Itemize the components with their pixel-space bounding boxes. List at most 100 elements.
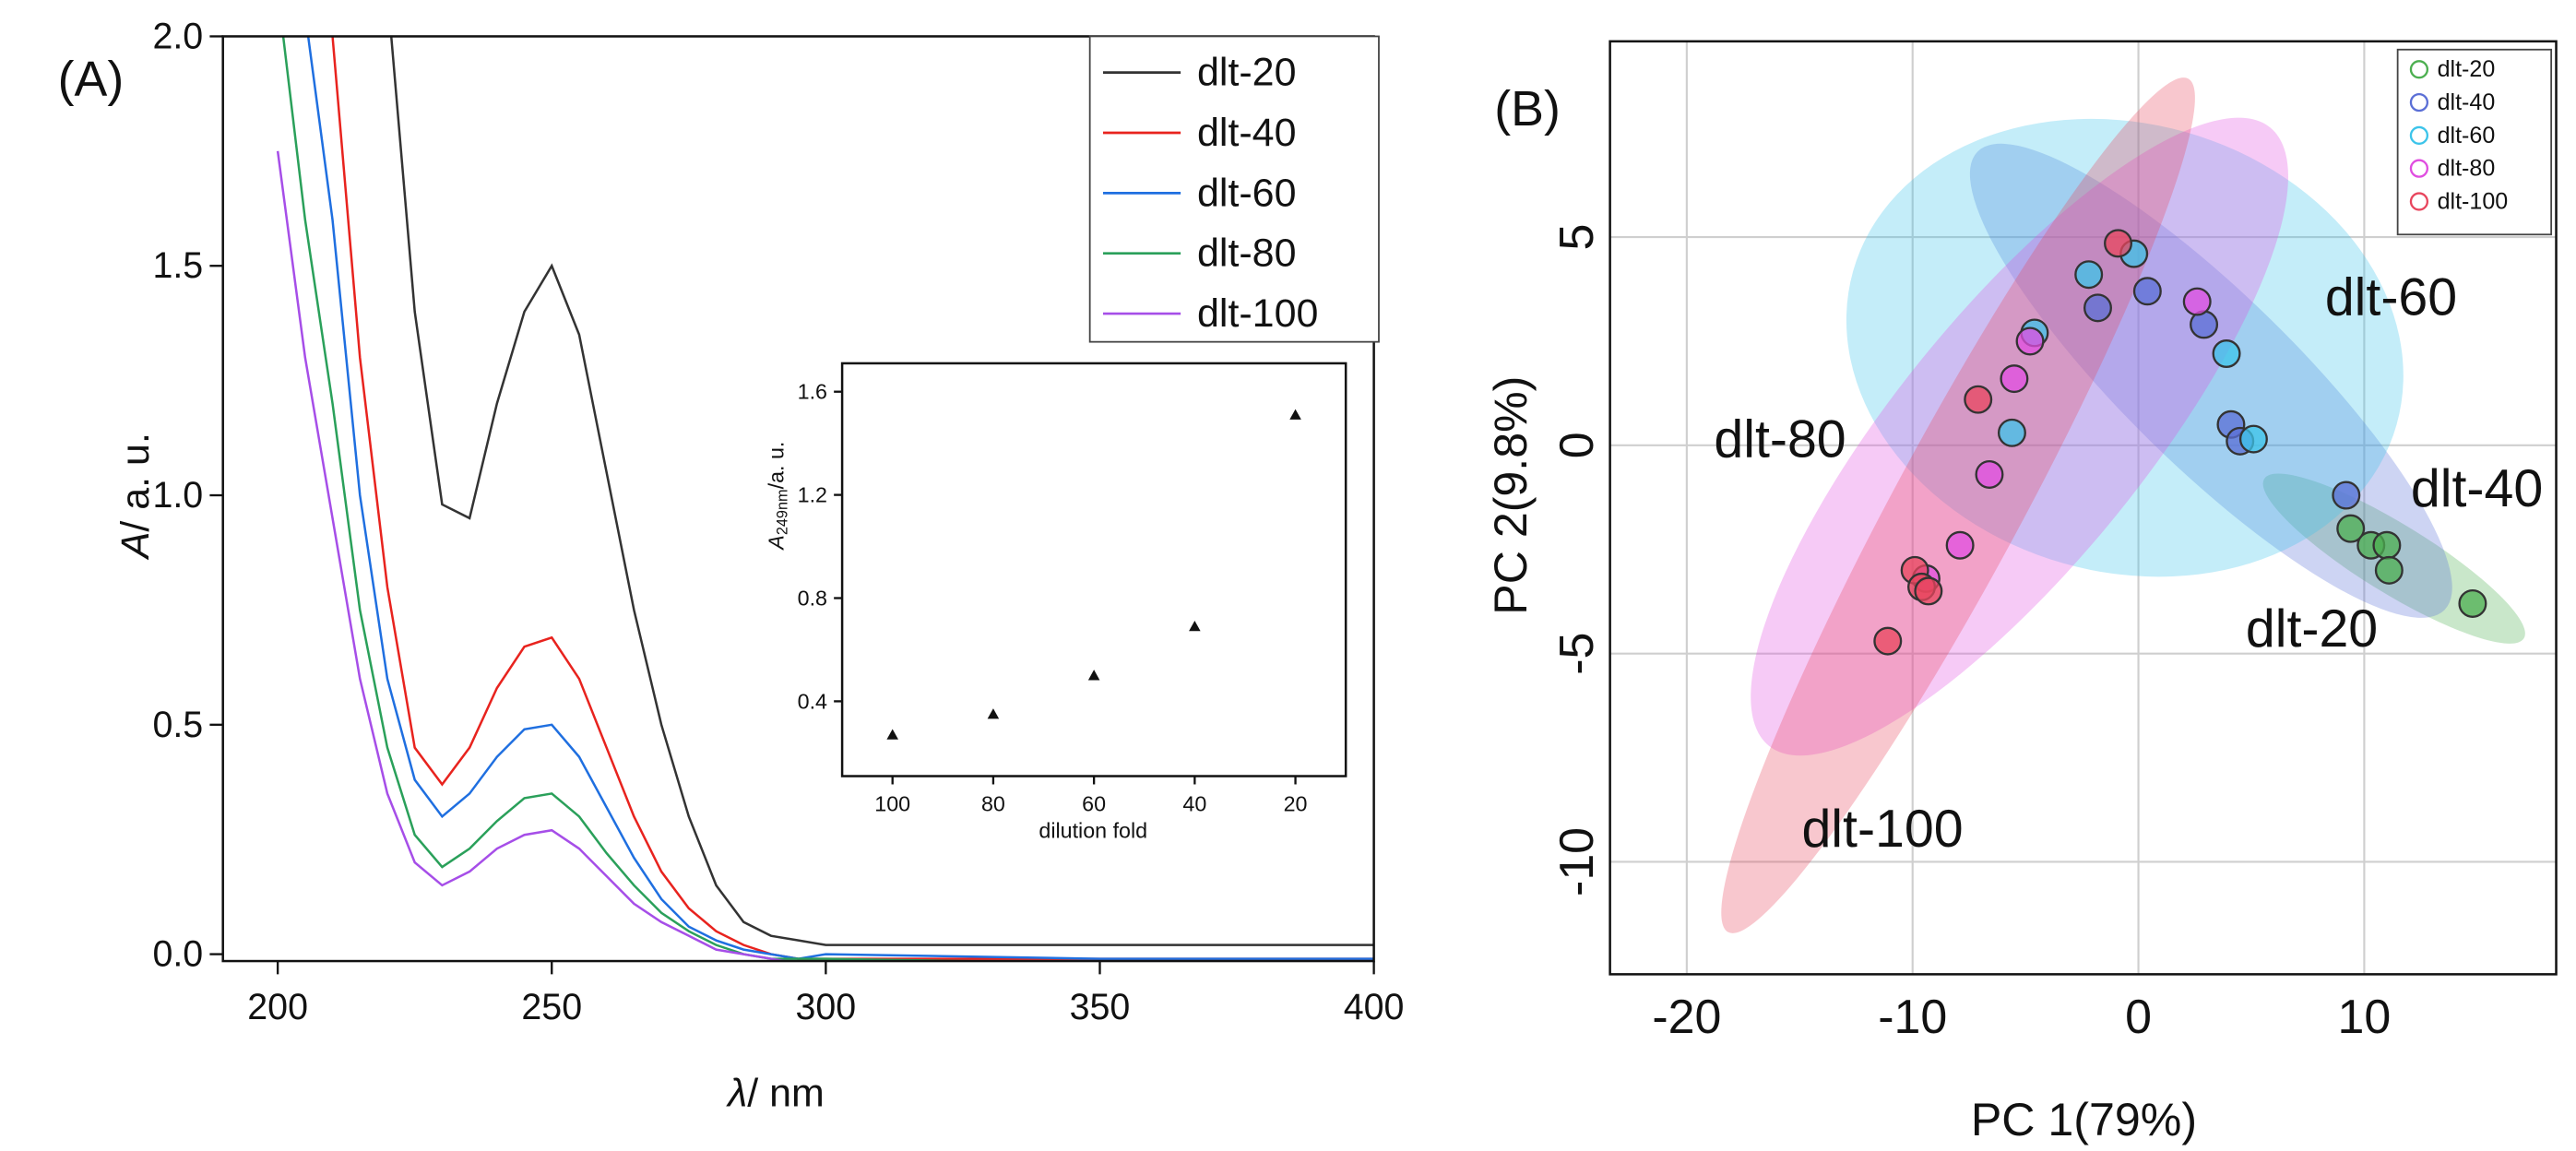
axis-label: λ/ nm [726, 1071, 825, 1115]
y-tick-label: 1.5 [152, 245, 203, 286]
axis-label-symbol: A [113, 532, 158, 562]
point [2083, 293, 2112, 323]
x-tick-label: 40 [1182, 791, 1206, 815]
point [2000, 364, 2029, 394]
legend-label: dlt-100 [2438, 188, 2509, 214]
axis-label: PC 2(9.8%) [1485, 376, 1537, 615]
legend-swatch [2409, 60, 2429, 79]
legend-label: dlt-40 [2438, 89, 2496, 115]
legend-swatch [2409, 192, 2429, 211]
point [886, 729, 898, 740]
legend-label: dlt-80 [2438, 156, 2496, 182]
point [1873, 626, 1903, 656]
inset-background [842, 362, 1347, 777]
axis-label-subscript: 249nm [774, 489, 790, 535]
legend-swatch [2409, 125, 2429, 145]
x-tick-label: -20 [1652, 991, 1721, 1044]
plot-frame [221, 35, 1375, 963]
axis-label: A249nm/a. u. [764, 442, 790, 552]
point [2332, 481, 2361, 510]
legend-box [1088, 35, 1380, 343]
panel-label: (B) [1494, 81, 1561, 136]
y-tick-label: 0.8 [798, 587, 827, 611]
x-tick-label: 10 [2338, 991, 2392, 1044]
axis-label-unit: /a. u. [764, 442, 788, 490]
annotation: dlt-20 [2246, 599, 2378, 659]
annotation: dlt-80 [1714, 409, 1846, 469]
y-tick-label: 0.0 [152, 934, 203, 975]
point [1964, 385, 1993, 414]
plot-area [1721, 77, 2525, 933]
point [1189, 621, 1201, 632]
axis-label-symbol: A [764, 535, 788, 552]
point [1087, 670, 1100, 681]
y-tick-label: 5 [1550, 224, 1604, 251]
legend-label: dlt-40 [1197, 111, 1296, 155]
point [2372, 530, 2402, 560]
line-series [306, 36, 1374, 960]
plot-frame [1609, 40, 2558, 976]
legend-label: dlt-60 [1197, 171, 1296, 215]
y-tick-label: 1.2 [798, 483, 827, 507]
x-tick-label: 100 [874, 791, 910, 815]
axis-label: PC 1(79%) [1971, 1094, 2197, 1145]
confidence-ellipse [1721, 77, 2195, 933]
panel-label: (A) [58, 52, 125, 107]
point [2182, 287, 2212, 316]
point [2074, 260, 2104, 290]
axis-label-symbol: λ [726, 1071, 747, 1115]
axis-label: A/ a. u. [113, 433, 158, 561]
point [1289, 409, 1301, 420]
annotation: dlt-100 [1801, 800, 1963, 859]
line-series [389, 36, 1374, 946]
point [2132, 277, 2162, 306]
legend-label: dlt-20 [2438, 56, 2496, 82]
legend-label: dlt-80 [1197, 231, 1296, 276]
y-tick-label: 1.6 [798, 380, 827, 404]
y-tick-label: 0.4 [798, 689, 827, 713]
legend-swatch [2409, 92, 2429, 113]
x-tick-label: 60 [1082, 791, 1106, 815]
y-tick-label: -5 [1550, 633, 1604, 675]
point [1975, 459, 2004, 489]
plot-frame [840, 362, 1347, 777]
point [2458, 588, 2487, 618]
point [987, 708, 1000, 719]
y-tick-label: -10 [1550, 827, 1604, 896]
plot-area [886, 409, 1301, 740]
y-tick-label: 0 [1550, 432, 1604, 458]
x-tick-label: 300 [796, 987, 857, 1027]
point [2015, 326, 2045, 356]
x-tick-label: 200 [247, 987, 308, 1027]
x-tick-label: 80 [981, 791, 1005, 815]
x-tick-label: 20 [1284, 791, 1308, 815]
x-tick-label: 250 [521, 987, 582, 1027]
point [1914, 576, 1943, 606]
line-series [281, 36, 1032, 962]
legend-swatch [2409, 159, 2429, 178]
point [2374, 555, 2404, 585]
x-tick-label: 350 [1070, 987, 1131, 1027]
x-tick-label: -10 [1878, 991, 1947, 1044]
plot-area [276, 36, 1374, 962]
legend-label: dlt-60 [2438, 123, 2496, 148]
point [2212, 339, 2241, 368]
annotation: dlt-40 [2411, 459, 2543, 518]
x-tick-label: 400 [1344, 987, 1405, 1027]
axis-label-unit: / nm [747, 1071, 825, 1115]
axis-label-unit: / a. u. [113, 433, 158, 531]
point [1997, 418, 2026, 447]
y-tick-label: 0.5 [152, 705, 203, 745]
y-tick-label: 2.0 [152, 16, 203, 56]
annotation: dlt-60 [2325, 267, 2457, 326]
point [2238, 424, 2268, 454]
legend-label: dlt-100 [1197, 291, 1318, 336]
legend-label: dlt-20 [1197, 51, 1296, 95]
axis-label: dilution fold [1039, 819, 1147, 843]
point [2104, 229, 2133, 258]
point [2336, 514, 2366, 543]
point [1945, 530, 1975, 560]
y-tick-label: 1.0 [152, 475, 203, 516]
